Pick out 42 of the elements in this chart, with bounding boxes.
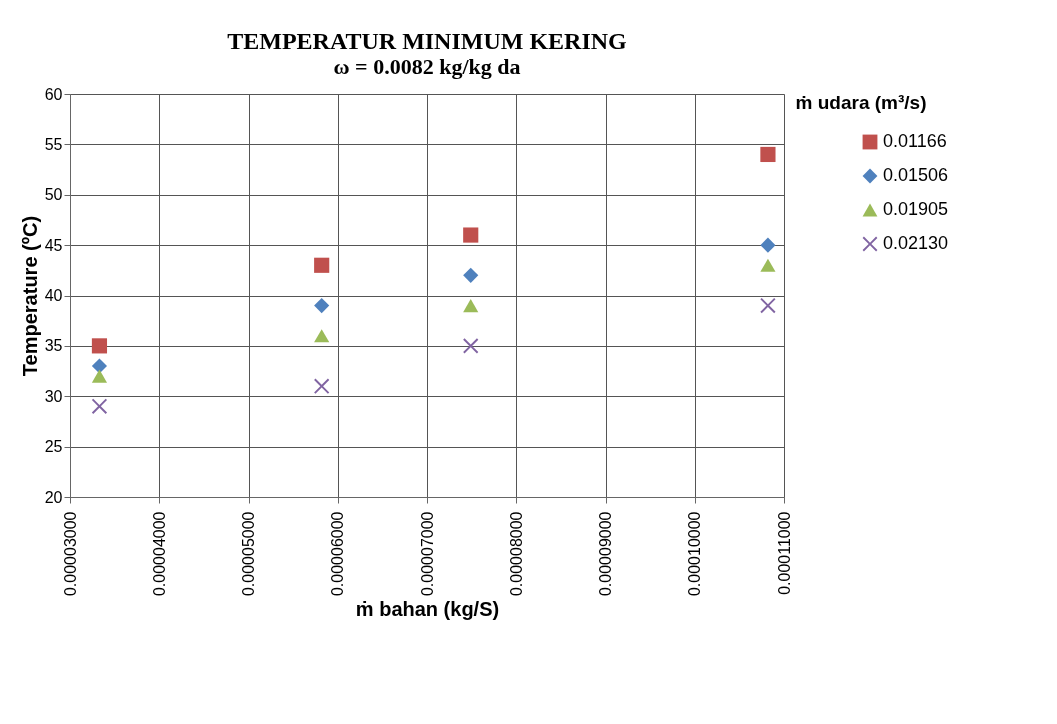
- y-tick-label: 25: [44, 438, 63, 456]
- point: [91, 338, 108, 354]
- y-tick-label: 20: [44, 488, 63, 506]
- point: [760, 258, 776, 272]
- x-tick-label: 0.00006000: [329, 511, 347, 597]
- legend-label: 0.01166: [883, 131, 947, 151]
- point: [314, 297, 330, 314]
- legend-title: ṁ udara (m³/s): [795, 92, 927, 113]
- y-tick-label: 55: [44, 135, 63, 153]
- y-axis-title: Temperature (ºC): [18, 215, 41, 377]
- legend-label: 0.01506: [883, 165, 949, 185]
- y-tick-label: 45: [44, 236, 63, 254]
- y-tick-label: 40: [44, 287, 63, 304]
- point: [91, 358, 108, 374]
- x-tick-label: 0.00008000: [507, 511, 525, 597]
- point: [314, 329, 330, 343]
- x-tick-label: 0.00003000: [61, 511, 79, 597]
- y-tick-label: 30: [44, 387, 63, 405]
- point: [463, 338, 479, 354]
- x-tick-label: 0.00011000: [775, 511, 793, 595]
- point: [760, 237, 776, 253]
- x-tick-label: 0.00010000: [686, 511, 704, 597]
- y-tick-label: 60: [44, 85, 63, 103]
- point: [760, 146, 776, 163]
- x-tick-label: 0.00009000: [597, 511, 614, 597]
- legend-label: 0.02130: [883, 233, 949, 253]
- y-tick-label: 35: [44, 337, 63, 355]
- point: [91, 398, 108, 414]
- legend-label: 0.01905: [883, 199, 949, 219]
- chart-title: TEMPERATUR MINIMUM KERING: [227, 28, 628, 54]
- y-tick-label: 50: [44, 186, 63, 204]
- point: [91, 369, 108, 383]
- x-tick-label: 0.00007000: [418, 511, 436, 597]
- x-tick-label: 0.00005000: [240, 511, 257, 597]
- x-tick-label: 0.00004000: [150, 511, 168, 597]
- point: [463, 267, 479, 283]
- point: [463, 299, 479, 313]
- point: [314, 378, 330, 394]
- x-axis-title: ṁ bahan (kg/S): [355, 598, 500, 621]
- chart-subtitle: ω = 0.0082 kg/kg da: [333, 54, 521, 79]
- point: [314, 257, 330, 273]
- point: [463, 227, 479, 243]
